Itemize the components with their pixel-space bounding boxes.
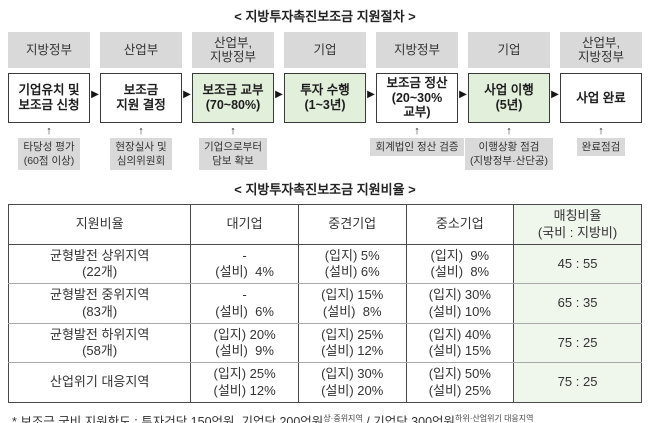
cell-ratio: 45 : 55 — [513, 244, 642, 285]
cell-large: (입지) 20% (설비) 9% — [190, 323, 299, 364]
arrow-up-icon: ↑ — [506, 125, 512, 137]
footnote-text: * 보조금 국비 지원한도 : 투자건당 150억원, 기업당 200억원 — [12, 414, 324, 423]
header-mid-company: 중견기업 — [297, 204, 407, 245]
cell-region: 균형발전 중위지역 (83개) — [8, 283, 191, 324]
flow-column-1: 지방정부 기업유치 및 보조금 신청 ↑ 타당성 평가 (60점 이상) — [8, 32, 90, 171]
cell-ratio: 65 : 35 — [513, 283, 642, 324]
arrow-right-icon: ▶ — [459, 89, 467, 100]
actor-label: 지방정부 — [8, 32, 90, 68]
support-ratio-table: 지원비율 대기업 중견기업 중소기업 매칭비율 (국비 : 지방비) 균형발전 … — [8, 204, 642, 403]
cell-ratio: 75 : 25 — [513, 323, 642, 364]
arrow-right-icon: ▶ — [91, 89, 99, 100]
flow-column-4: 기업 투자 수행 (1~3년) — [284, 32, 366, 123]
cell-large: (입지) 25% (설비) 12% — [190, 362, 299, 403]
header-large-company: 대기업 — [190, 204, 299, 245]
flow-column-7: 산업부, 지방정부 사업 완료 ↑ 완료점검 — [560, 32, 642, 157]
actor-label: 기업 — [468, 32, 550, 68]
actor-label: 기업 — [284, 32, 366, 68]
flow-step-box: 투자 수행 (1~3년) — [284, 73, 366, 123]
cell-mid: (입지) 25% (설비) 12% — [297, 323, 407, 364]
flow-column-2: 산업부 보조금 지원 결정 ↑ 현장실사 및 심의위원회 — [100, 32, 182, 171]
arrow-up-icon: ↑ — [414, 125, 420, 137]
arrow-right-icon: ▶ — [275, 89, 283, 100]
flow-step-box: 사업 이행 (5년) — [468, 73, 550, 123]
cell-small: (입지) 40% (설비) 15% — [405, 323, 514, 364]
header-matching-ratio: 매칭비율 (국비 : 지방비) — [513, 204, 642, 245]
arrow-up-icon: ↑ — [46, 125, 52, 137]
cell-mid: (입지) 5% (설비) 6% — [297, 244, 407, 285]
flow-step-box: 보조금 정산 (20~30% 교부) — [376, 73, 458, 123]
cell-ratio: 75 : 25 — [513, 362, 642, 403]
procedure-title: < 지방투자촉진보조금 지원절차 > — [234, 9, 416, 24]
cell-region: 산업위기 대응지역 — [50, 374, 150, 390]
flow-note: 회계법인 정산 검증 — [370, 138, 464, 157]
table-header-row: 지원비율 대기업 중견기업 중소기업 매칭비율 (국비 : 지방비) — [8, 204, 642, 245]
header-small-company: 중소기업 — [405, 204, 514, 245]
flow-step-box: 사업 완료 — [560, 73, 642, 123]
cell-mid: (입지) 30% (설비) 20% — [297, 362, 407, 403]
arrow-right-icon: ▶ — [183, 89, 191, 100]
table-row: 산업위기 대응지역 (입지) 25% (설비) 12% (입지) 30% (설비… — [9, 362, 642, 403]
table-row: 균형발전 중위지역 (83개) - (설비) 6% (입지) 15% (설비) … — [8, 283, 642, 324]
flow-column-5: 지방정부 보조금 정산 (20~30% 교부) ↑ 회계법인 정산 검증 — [370, 32, 464, 157]
actor-label: 지방정부 — [376, 32, 458, 68]
arrow-right-icon: ▶ — [367, 89, 375, 100]
flow-note: 타당성 평가 (60점 이상) — [18, 138, 80, 171]
cell-small: (입지) 50% (설비) 25% — [405, 362, 514, 403]
flow-note: 기업으로부터 담보 확보 — [199, 138, 267, 171]
flow-note: 현장실사 및 심의위원회 — [110, 138, 172, 171]
footnote-superscript-1: 상·중위지역 — [323, 413, 363, 423]
cell-region: 균형발전 상위지역 (22개) — [8, 244, 191, 285]
flow-column-6: 기업 사업 이행 (5년) ↑ 이행상황 점검 (지방정부·산단공) — [464, 32, 554, 171]
flow-step-box: 기업유치 및 보조금 신청 — [8, 73, 90, 123]
flow-column-3: 산업부, 지방정부 보조금 교부 (70~80%) ↑ 기업으로부터 담보 확보 — [192, 32, 274, 171]
flow-note: 이행상황 점검 (지방정부·산단공) — [464, 138, 554, 171]
cell-small: (입지) 9% (설비) 8% — [405, 244, 514, 285]
arrow-up-icon: ↑ — [598, 125, 604, 137]
cell-small: (입지) 30% (설비) 10% — [405, 283, 514, 324]
cell-large: - (설비) 4% — [190, 244, 299, 285]
header-region: 지원비율 — [8, 204, 191, 245]
flow-step-box: 보조금 교부 (70~80%) — [192, 73, 274, 123]
arrow-right-icon: ▶ — [551, 89, 559, 100]
flow-step-box: 보조금 지원 결정 — [100, 73, 182, 123]
table-row: 균형발전 상위지역 (22개) - (설비) 4% (입지) 5% (설비) 6… — [8, 244, 642, 285]
footnote-superscript-2: 하위·산업위기 대응지역 — [455, 413, 534, 423]
table-row: 균형발전 하위지역 (58개) (입지) 20% (설비) 9% (입지) 25… — [8, 323, 642, 364]
actor-label: 산업부 — [100, 32, 182, 68]
cell-region: 균형발전 하위지역 (58개) — [8, 323, 191, 364]
cell-large: - (설비) 6% — [190, 283, 299, 324]
arrow-up-icon: ↑ — [138, 125, 144, 137]
flow-note: 완료점검 — [576, 138, 626, 157]
actor-label: 산업부, 지방정부 — [192, 32, 274, 68]
ratio-table-title: < 지방투자촉진보조금 지원비율 > — [234, 182, 416, 198]
footnote-text-2: / 기업당 300억원 — [362, 414, 456, 423]
table-footnote: * 보조금 국비 지원한도 : 투자건당 150억원, 기업당 200억원상·중… — [8, 411, 642, 423]
procedure-flow: 지방정부 기업유치 및 보조금 신청 ↑ 타당성 평가 (60점 이상) ▶ 산… — [8, 32, 642, 171]
cell-mid: (입지) 15% (설비) 8% — [297, 283, 407, 324]
actor-label: 산업부, 지방정부 — [560, 32, 642, 68]
arrow-up-icon: ↑ — [230, 125, 236, 137]
